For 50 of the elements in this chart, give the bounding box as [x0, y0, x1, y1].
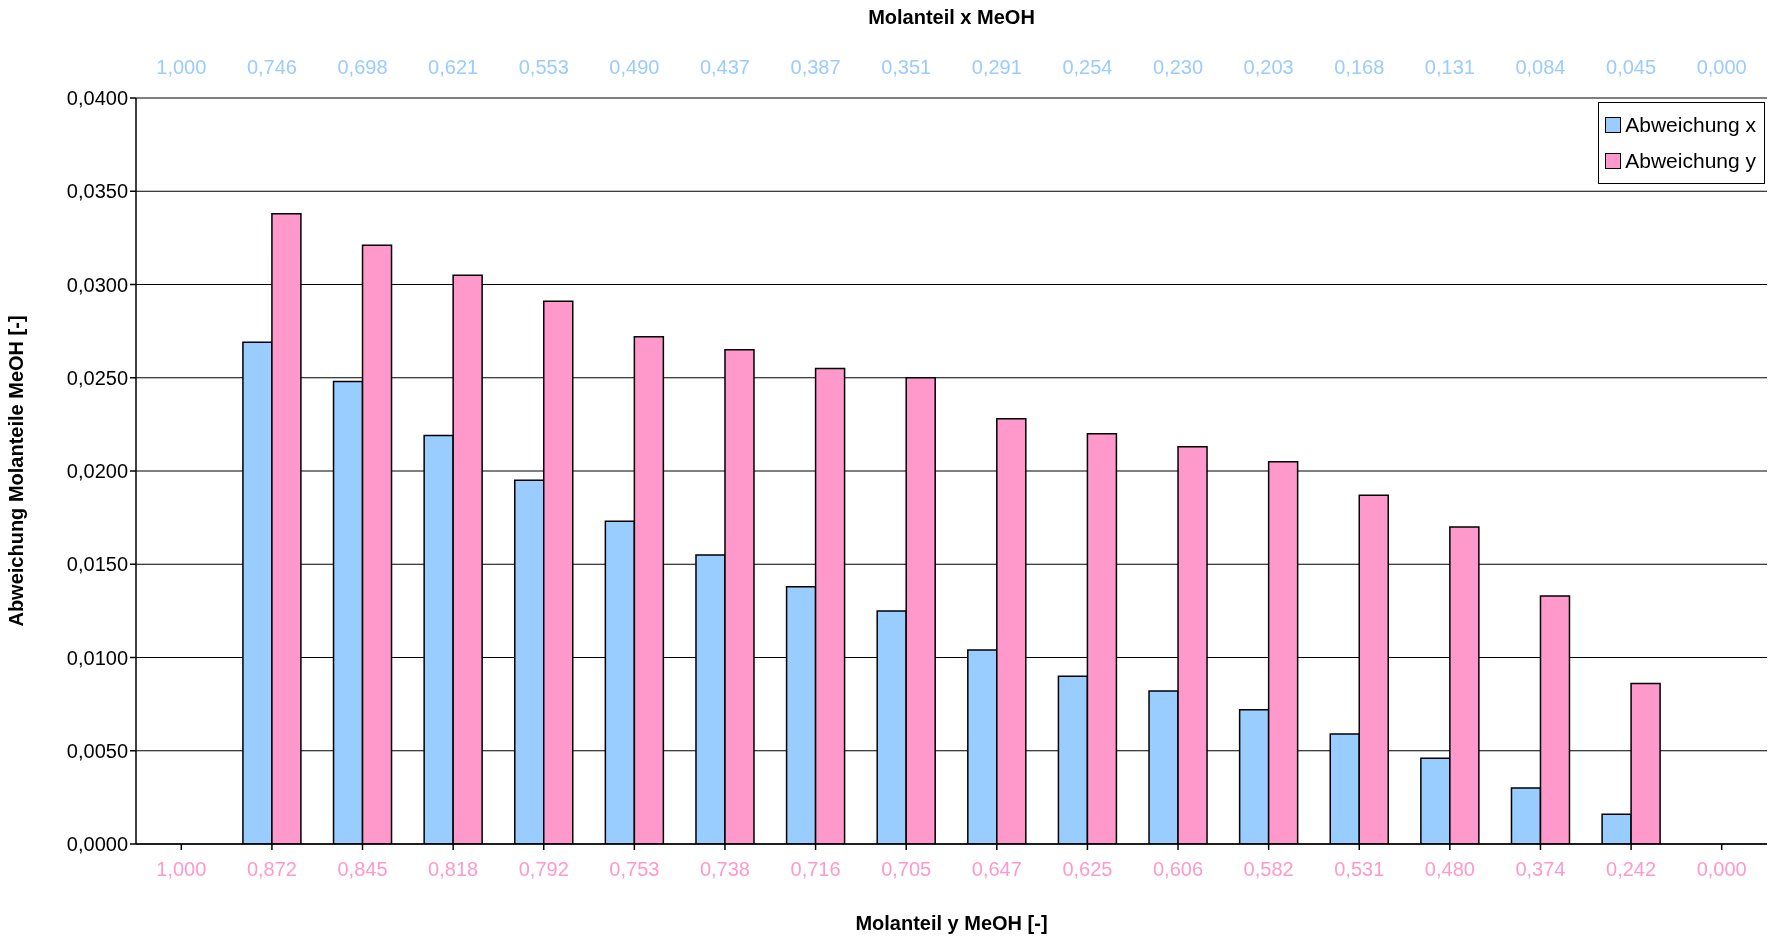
x-tick-label: 0,625 [1062, 858, 1113, 881]
text: 0,698 [337, 56, 388, 78]
x-tick-label: 0,242 [1606, 858, 1657, 881]
x-tick-label: 0,582 [1243, 858, 1294, 881]
y-tick-label: 0,0150 [66, 553, 128, 576]
x-tick-label: 0,753 [609, 858, 660, 881]
text: 0,490 [609, 56, 660, 78]
text: 0,291 [971, 56, 1022, 78]
y-tick-label: 0,0000 [66, 833, 128, 856]
text: 0,203 [1243, 56, 1294, 78]
x-tick-label: 0,845 [337, 858, 388, 881]
x-tick-label: 0,480 [1424, 858, 1475, 881]
x-tick-label: 0,374 [1515, 858, 1566, 881]
x-tick-label: 0,738 [699, 858, 750, 881]
y-tick-label: 0,0300 [66, 273, 128, 296]
text: 0,746 [246, 56, 297, 78]
x-tick-label: 0,818 [428, 858, 479, 881]
x-tick-label: 0,792 [518, 858, 569, 881]
text: 0,131 [1424, 56, 1475, 78]
x-tick-label: 0,531 [1334, 858, 1385, 881]
x-tick-label: 0,647 [971, 858, 1022, 881]
text: 0,351 [881, 56, 932, 78]
y-tick-label: 0,0100 [66, 646, 128, 669]
text: 0,084 [1515, 56, 1566, 78]
text: 0,437 [699, 56, 750, 78]
text: 0,387 [790, 56, 841, 78]
x2-axis-title: Molanteil x MeOH [868, 6, 1035, 29]
x-tick-label: 0,606 [1153, 858, 1204, 881]
text: 1,000 [156, 56, 207, 78]
y-tick-label: 0,0050 [66, 739, 128, 762]
text: 0,045 [1606, 56, 1657, 78]
y-tick-label: 0,0400 [66, 87, 128, 110]
y-axis-title: Abweichung Molanteile MeOH [-] [5, 315, 28, 627]
y-tick-label: 0,0250 [66, 366, 128, 389]
x-tick-label: 0,716 [790, 858, 841, 881]
x-tick-label: 1,000 [156, 858, 207, 881]
x-tick-label: 0,705 [881, 858, 932, 881]
y-tick-label: 0,0350 [66, 180, 128, 203]
x-tick-label: 0,000 [1696, 858, 1747, 881]
text: 0,230 [1153, 56, 1204, 78]
x-tick-label: 0,872 [246, 858, 297, 881]
y-tick-label: 0,0200 [66, 460, 128, 483]
text: 0,168 [1334, 56, 1385, 78]
legend-label: Abweichung x [1625, 112, 1756, 138]
legend-label: Abweichung y [1625, 148, 1756, 174]
text: 0,553 [518, 56, 569, 78]
text: 0,000 [1696, 56, 1747, 78]
text: 0,621 [428, 56, 479, 78]
text: 0,254 [1062, 56, 1113, 78]
x-axis-title: Molanteil y MeOH [-] [855, 912, 1048, 934]
